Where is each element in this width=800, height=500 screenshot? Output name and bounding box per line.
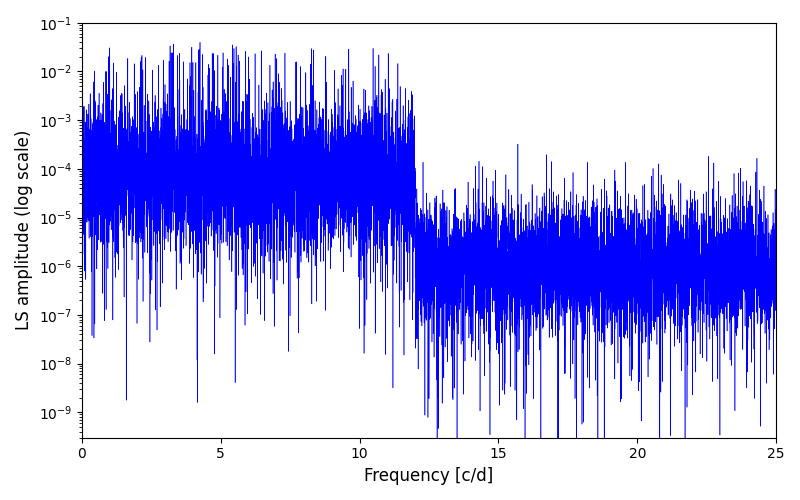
Y-axis label: LS amplitude (log scale): LS amplitude (log scale) <box>15 130 33 330</box>
X-axis label: Frequency [c/d]: Frequency [c/d] <box>364 467 494 485</box>
